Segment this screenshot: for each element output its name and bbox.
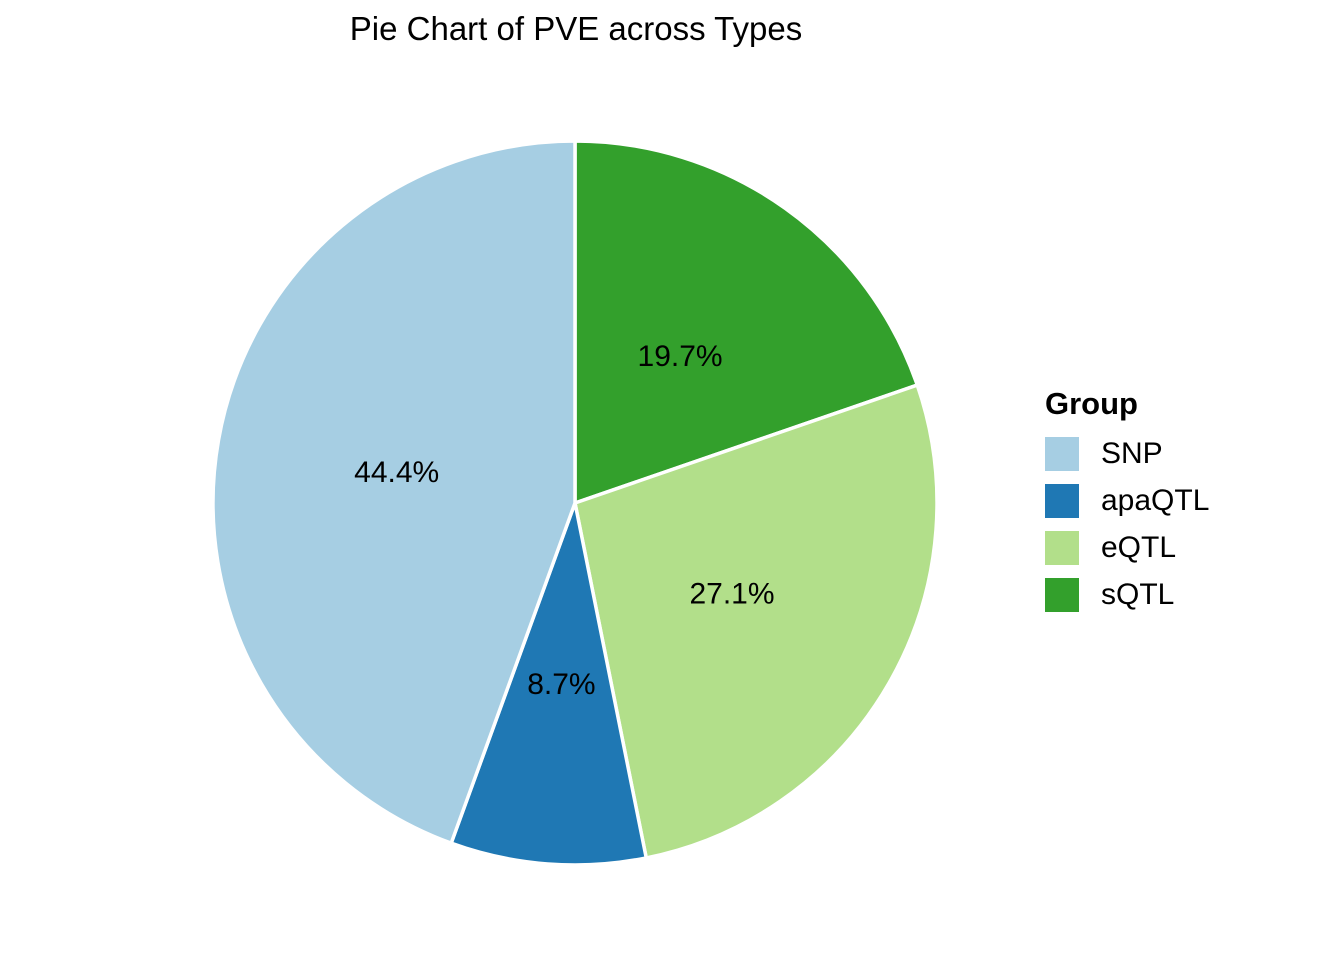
pie-slice-label-eqtl: 27.1% bbox=[689, 578, 774, 611]
legend-label-sqtl: sQTL bbox=[1101, 578, 1175, 611]
legend-title: Group bbox=[1045, 386, 1138, 421]
legend-item-sqtl: sQTL bbox=[1045, 578, 1209, 612]
legend-item-eqtl: eQTL bbox=[1045, 531, 1209, 565]
pie-slice-label-apaqtl: 8.7% bbox=[527, 668, 595, 701]
legend-item-snp: SNP bbox=[1045, 437, 1209, 471]
pie-slice-eqtl bbox=[573, 383, 939, 860]
legend-swatch-apaqtl bbox=[1045, 484, 1079, 518]
legend-label-snp: SNP bbox=[1101, 437, 1163, 470]
pie-slice-label-snp: 44.4% bbox=[354, 456, 439, 489]
legend-swatch-eqtl bbox=[1045, 531, 1079, 565]
legend-item-apaqtl: apaQTL bbox=[1045, 484, 1209, 518]
chart-title: Pie Chart of PVE across Types bbox=[349, 10, 803, 47]
legend-swatch-sqtl bbox=[1045, 578, 1079, 612]
legend-swatch-snp bbox=[1045, 437, 1079, 471]
legend: Group SNP apaQTL eQTL sQTL bbox=[1045, 386, 1209, 612]
pie-slice-apaqtl bbox=[449, 501, 648, 867]
legend-label-apaqtl: apaQTL bbox=[1101, 484, 1210, 517]
legend-label-eqtl: eQTL bbox=[1101, 531, 1177, 564]
pie-slice-sqtl bbox=[573, 139, 920, 505]
pie-slice-label-sqtl: 19.7% bbox=[638, 340, 723, 373]
pie-slice-snp bbox=[211, 139, 577, 845]
